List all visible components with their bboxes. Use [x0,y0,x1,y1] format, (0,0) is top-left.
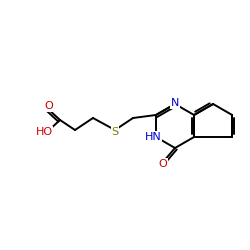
Text: O: O [44,101,54,111]
Text: HN: HN [144,132,161,142]
Text: HO: HO [36,127,52,137]
Text: O: O [159,159,168,169]
Text: S: S [112,127,118,137]
Text: N: N [171,98,179,108]
